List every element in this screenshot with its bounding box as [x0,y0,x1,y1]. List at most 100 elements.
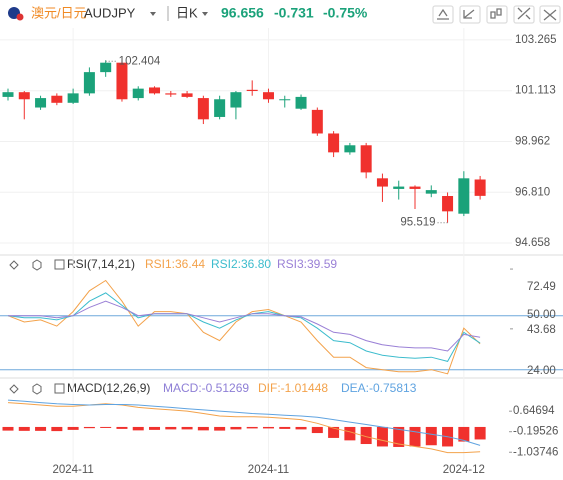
macd-bar [116,426,128,429]
visibility-icon[interactable] [9,384,19,394]
macd-bar [328,426,340,438]
candle-body [295,96,307,109]
legend-entry: RSI1:36.44 [145,257,205,271]
candle-body [409,186,421,189]
macd-bar [311,426,323,434]
macd-bar [18,426,30,431]
macd-bar [165,426,177,430]
macd-bar [246,426,258,429]
candle-body [181,93,193,97]
candle-body [214,99,226,117]
candle-body [100,62,112,73]
candle-body [116,62,128,100]
dropdown-icon[interactable] [202,12,208,16]
x-tick-label: 2024-11 [248,464,289,476]
candle-body [376,178,388,187]
y-tick-label: 24.00 [527,365,556,377]
macd-bar [132,426,144,431]
rsi-line [7,292,481,362]
macd-bar [35,426,47,431]
y-tick-label: 98.962 [515,135,550,147]
indicator-title: RSI(7,14,21) [67,257,135,271]
macd-bar [393,426,405,447]
candle-body [328,133,340,153]
macd-bar [51,426,63,432]
expand-icon[interactable] [54,259,65,270]
candle-body [458,178,470,214]
close-icon[interactable] [543,9,557,21]
y-tick-label: 72.49 [527,281,556,293]
y-tick-label: 96.810 [515,186,550,198]
candle-body [344,145,356,153]
tool-button[interactable] [486,5,508,24]
change-pct: -0.75% [323,5,368,21]
macd-bar [214,426,226,431]
candle-body [35,98,47,108]
macd-bar [2,426,14,431]
visibility-icon[interactable] [9,260,19,270]
candle-body [149,87,161,94]
macd-bar [409,426,421,447]
candle-body [165,93,177,95]
rsi-line [7,279,481,375]
candle-body [246,89,258,92]
y-tick-label: 101.113 [515,85,556,97]
macd-bar [279,426,291,429]
macd-bar [230,426,242,430]
macd-bar [67,426,79,430]
price: 96.656 [221,5,264,21]
candle-body [474,179,486,196]
pair-name[interactable]: 澳元/日元 [31,5,87,20]
candle-body [51,95,63,103]
indicator-icon[interactable] [463,9,475,19]
indicator-title: MACD(12,26,9) [67,381,150,395]
y-tick-label: -1.03746 [513,446,558,458]
period[interactable]: 日K [176,5,198,20]
candle-body [262,92,274,100]
candle-body [18,92,30,100]
settings-icon[interactable] [32,383,42,395]
tool-button[interactable] [432,5,454,24]
tool-button[interactable] [513,5,535,24]
settings-icon[interactable] [32,259,42,271]
y-tick-label: 0.64694 [513,405,555,417]
legend-entry: MACD:-0.51269 [163,381,249,395]
macd-bar [262,426,274,429]
x-tick-label: 2024-12 [443,464,485,476]
flag-icon-badge [16,13,24,21]
candle-body [311,109,323,134]
pair-symbol[interactable]: AUDJPY [84,5,136,20]
tool-button[interactable] [459,5,481,24]
compare-icon[interactable] [490,8,502,19]
x-tick-label: 2024-11 [52,464,93,476]
macd-bar [344,426,356,441]
expand-icon[interactable] [54,383,65,394]
draw-icon[interactable] [437,8,449,20]
y-tick-label: 94.658 [515,237,550,249]
macd-bar [181,426,193,430]
y-tick-label: -0.19526 [513,426,558,438]
macd-line [7,402,481,454]
legend-entry: RSI2:36.80 [211,257,271,271]
candle-body [230,92,242,108]
candle-body [83,72,95,94]
macd-bar [197,426,209,431]
legend-entry: RSI3:39.59 [277,257,337,271]
macd-line [7,399,481,446]
dropdown-icon[interactable] [150,12,156,16]
change: -0.731 [274,5,314,21]
y-tick-label: 103.265 [515,34,557,46]
candle-body [132,88,144,99]
y-tick-label: 50.00 [527,309,556,321]
macd-bar [83,426,95,429]
low-annotation: 95.519 [400,217,435,229]
fullscreen-icon[interactable] [517,7,531,20]
candle-body [197,98,209,120]
macd-bar [425,426,437,446]
tool-button[interactable] [539,5,561,24]
y-tick-label: 43.68 [527,324,556,336]
high-annotation: 102.404 [119,55,161,67]
candle-body [2,92,14,97]
macd-bar [474,426,486,440]
macd-bar [458,426,470,442]
